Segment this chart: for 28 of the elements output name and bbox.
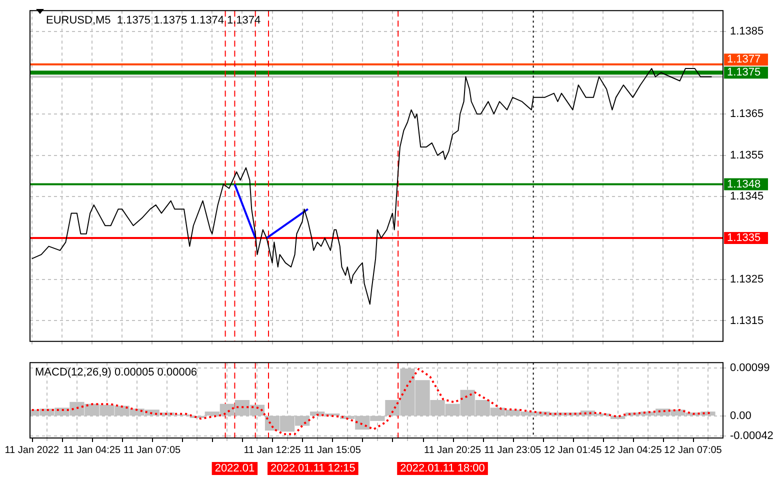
y-tick-label: 0.00099 <box>730 362 770 374</box>
y-tick-label: -0.00042 <box>730 430 774 442</box>
ref-line-label: 1.1335 <box>727 232 761 244</box>
x-tick-label: 11 Jan 15:05 <box>304 444 362 456</box>
x-tick-label: 12 Jan 04:25 <box>604 444 662 456</box>
x-tick-label: 11 Jan 12:25 <box>244 444 302 456</box>
ref-line-label: 2022.01 <box>214 462 255 475</box>
y-tick-label: 1.1325 <box>730 273 764 286</box>
ref-line-label: 1.1375 <box>727 66 761 79</box>
x-tick-label: 11 Jan 20:25 <box>424 444 482 456</box>
ref-line-label: 1.1377 <box>727 54 761 66</box>
x-tick-label: 11 Jan 04:25 <box>63 444 121 456</box>
x-tick-label: 12 Jan 07:05 <box>664 444 722 456</box>
y-tick-label: 1.1345 <box>730 190 764 203</box>
y-tick-label: 1.1315 <box>730 314 764 327</box>
chart-title: EURUSD,M5 1.1375 1.1375 1.1374 1.1374 <box>46 14 261 27</box>
ref-line-label: 1.1348 <box>727 178 761 190</box>
x-tick-label: 12 Jan 01:45 <box>544 444 602 456</box>
legend-label: 2022.01.11 12:15 <box>270 462 356 475</box>
x-tick-label: 11 Jan 2022 <box>4 444 60 456</box>
y-tick-label: 1.1355 <box>730 149 764 162</box>
y-tick-label: 0.00 <box>730 410 752 422</box>
x-tick-label: 11 Jan 23:05 <box>484 444 542 456</box>
ref-line-label: 2022.01.11 18:00 <box>400 462 485 475</box>
y-tick-label: 1.1385 <box>730 25 764 38</box>
chart-title: MACD(12,26,9) 0.00005 0.00006 <box>35 366 198 379</box>
x-tick-label: 11 Jan 07:05 <box>124 444 182 456</box>
y-tick-label: 1.1365 <box>730 108 764 120</box>
